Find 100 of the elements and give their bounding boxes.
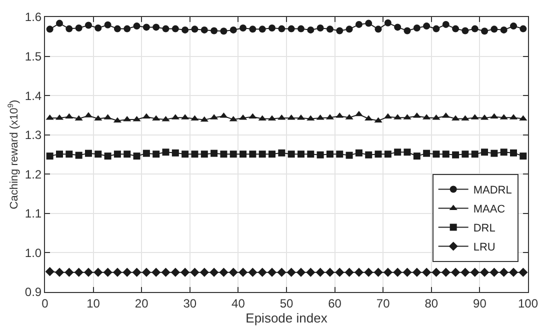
point [200,116,208,122]
y-tick-label: 0.9 [24,285,42,300]
point [490,150,498,157]
y-tick-label: 1.1 [24,206,42,221]
point [142,113,150,119]
point [94,268,103,277]
point [470,268,480,277]
point [325,268,335,277]
point [307,150,314,158]
point [365,151,372,158]
y-tick-label: 1.5 [24,49,42,64]
point [66,25,73,32]
x-tick-label: 100 [518,296,538,310]
x-tick-label: 70 [376,296,390,310]
point [316,268,325,277]
point [200,268,209,277]
point [268,150,276,158]
point [520,25,527,32]
point [84,150,92,157]
point [354,110,363,116]
point [249,150,256,158]
point [296,268,306,277]
point [190,268,200,277]
point [132,268,142,277]
point [46,26,54,33]
point [441,268,450,277]
point [490,268,499,277]
point [114,150,121,158]
x-tick-label: 50 [280,296,294,310]
point [74,268,84,277]
point [355,149,362,156]
point [326,26,334,33]
point [152,268,161,277]
point [230,150,237,158]
point [162,148,170,156]
point [182,150,189,158]
point [45,267,54,276]
point [210,150,218,157]
point [422,268,432,277]
point [172,149,179,156]
point [191,26,198,33]
point [94,24,102,32]
point [288,25,295,32]
point [423,22,430,30]
point [142,24,150,31]
point [500,26,508,34]
point [518,268,528,277]
point [84,22,92,29]
point [104,21,112,28]
point [124,150,131,158]
y-tick-label: 1.3 [24,128,42,142]
point [316,114,324,120]
point [490,26,498,33]
point [66,150,73,158]
y-tick-label: 1.2 [24,167,42,182]
point [480,268,490,277]
point [238,268,248,277]
point [210,27,218,34]
x-tick-label: 80 [424,296,438,310]
point [394,148,402,156]
point [499,268,508,277]
point [451,268,460,277]
point [124,25,131,32]
point [191,150,198,158]
point [133,152,140,160]
point [114,25,121,32]
point [65,113,74,119]
point [46,114,54,120]
y-tick-label: 1.6 [24,10,42,24]
point [374,150,382,158]
point [346,26,353,33]
point [286,268,296,277]
point [384,19,392,26]
point [510,149,518,156]
point [326,150,334,158]
point [520,152,527,160]
point [364,268,374,277]
point [240,150,247,158]
point [56,20,63,27]
point [384,113,392,119]
point [374,268,383,277]
point [162,25,170,32]
point [346,152,353,159]
legend-label: MADRL [473,184,512,197]
point [402,268,412,277]
point [46,152,54,160]
point [462,150,469,158]
point [432,150,440,158]
point [344,268,354,277]
point [54,268,64,277]
point [288,150,295,158]
legend-label: LRU [473,242,496,254]
x-tick-label: 20 [134,296,149,310]
point [142,150,150,157]
point [404,27,411,34]
point [112,268,122,277]
point [307,26,314,34]
point [432,114,440,120]
point [374,26,382,33]
point [278,149,286,156]
